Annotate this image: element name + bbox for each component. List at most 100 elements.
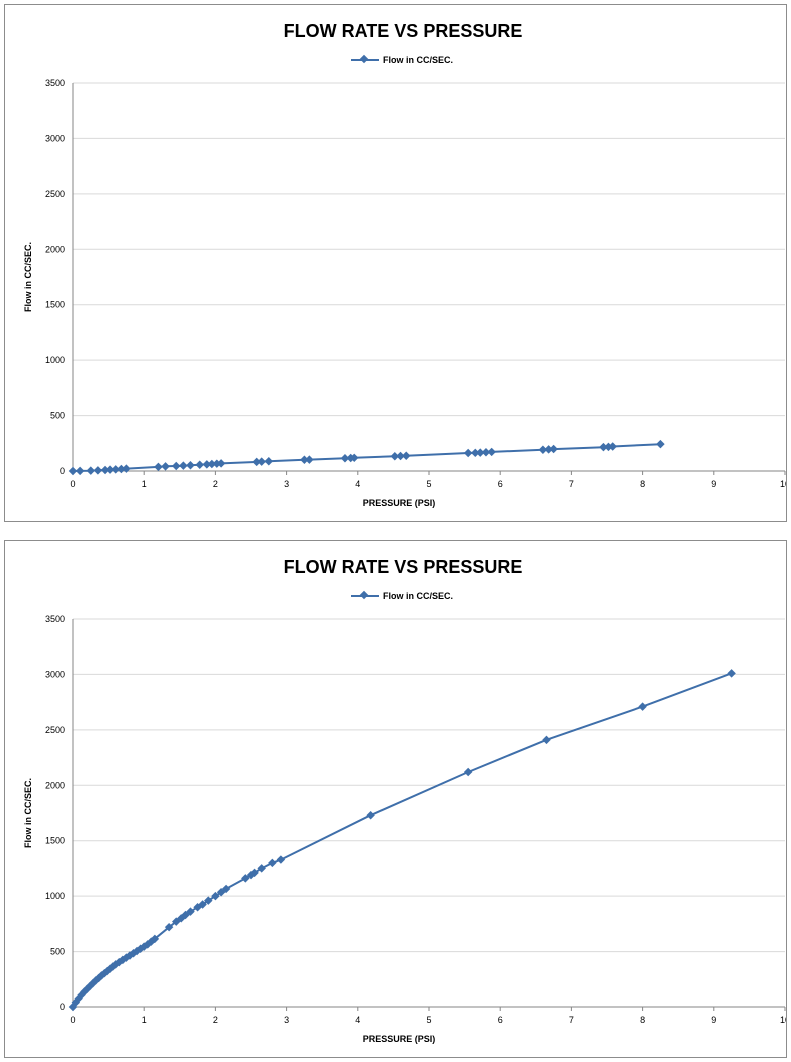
chart1-y-tick-label: 1500 [45, 300, 65, 310]
chart1-y-axis-label: Flow in CC/SEC. [23, 242, 33, 312]
chart1-data-point [487, 447, 496, 457]
chart1-data-point [264, 457, 274, 466]
chart1-y-tick-label: 3500 [45, 78, 65, 88]
chart1-data-point [340, 454, 350, 463]
chart2-x-tick-label: 2 [213, 1015, 218, 1025]
chart2-data-point [638, 702, 647, 711]
chart1-title: FLOW RATE VS PRESSURE [284, 21, 523, 41]
chart1-data-point [154, 462, 163, 472]
chart2-data-point [366, 810, 375, 820]
chart2-series-line [72, 672, 732, 1008]
chart1-data-point [171, 461, 181, 471]
chart1-data-point [599, 442, 608, 452]
chart2-y-tick-label: 2000 [45, 780, 65, 790]
chart2-x-tick-label: 0 [70, 1015, 75, 1025]
chart1-data-point [75, 466, 85, 476]
chart2-x-tick-label: 9 [711, 1015, 716, 1025]
chart2-x-tick-label: 6 [498, 1015, 503, 1025]
chart2-y-axis-label: Flow in CC/SEC. [23, 778, 33, 848]
chart1-data-point [476, 448, 485, 457]
chart1-x-tick-label: 7 [569, 479, 574, 489]
chart1-data-point [161, 462, 170, 471]
chart2-data-point [542, 735, 551, 745]
chart-panel-2: FLOW RATE VS PRESSURE Flow in CC/SEC. 0 500… [4, 540, 787, 1058]
chart2-legend-label: Flow in CC/SEC. [383, 591, 453, 601]
chart2-x-tick-label: 1 [142, 1015, 147, 1025]
chart2-y-tick-label: 0 [60, 1002, 65, 1012]
chart2-y-tick-label: 1000 [45, 891, 65, 901]
chart1-data-point [86, 466, 96, 475]
chart1-data-point [349, 453, 359, 463]
chart2-x-tick-label: 8 [640, 1015, 645, 1025]
chart1-x-tick-label: 8 [640, 479, 645, 489]
chart-svg-2: FLOW RATE VS PRESSURE Flow in CC/SEC. 0 500… [23, 557, 786, 1044]
chart1-legend-label: Flow in CC/SEC. [383, 55, 453, 65]
chart2-title: FLOW RATE VS PRESSURE [284, 557, 523, 577]
chart1-y-tick-label: 1000 [45, 355, 65, 365]
chart1-data-point [216, 459, 226, 468]
chart1-y-tick-label: 2000 [45, 244, 65, 254]
chart1-data-point [401, 451, 411, 460]
chart1-data-point [186, 460, 195, 470]
chart1-data-point [105, 465, 115, 474]
chart1-y-tick-label: 500 [50, 411, 65, 421]
chart2-data-point [463, 767, 473, 777]
chart2-x-tick-label: 4 [355, 1015, 360, 1025]
chart1-x-tick-label: 10 [780, 479, 786, 489]
chart1-y-tick-label: 3000 [45, 133, 65, 143]
chart2-y-tick-label: 3500 [45, 614, 65, 624]
chart1-data-point [207, 459, 217, 469]
chart1-data-point [68, 466, 78, 476]
chart2-y-tick-label: 500 [50, 947, 65, 957]
chart1-data-point [300, 455, 309, 465]
chart1-y-tick-label: 2500 [45, 189, 65, 199]
chart2-legend-marker [359, 590, 369, 600]
chart1-x-tick-label: 9 [711, 479, 716, 489]
chart1-data-point [257, 457, 266, 466]
chart1-data-point [117, 464, 126, 474]
chart1-data-point [179, 461, 188, 470]
chart1-data-point [544, 445, 553, 454]
chart1-data-point [608, 442, 617, 451]
chart1-data-point [100, 465, 110, 475]
chart1-x-tick-label: 1 [142, 479, 147, 489]
chart1-legend-marker [359, 54, 369, 64]
chart2-x-tick-label: 3 [284, 1015, 289, 1025]
chart2-data-point [186, 907, 195, 916]
chart1-data-point [396, 451, 405, 461]
chart1-x-axis-label: PRESSURE (PSI) [363, 498, 436, 508]
chart1-data-point [111, 465, 120, 474]
chart2-data-point [257, 864, 266, 873]
chart1-x-tick-label: 6 [498, 479, 503, 489]
chart1-data-point [305, 455, 314, 464]
chart1-data-point [481, 448, 491, 457]
chart1-data-point [252, 457, 261, 467]
chart1-data-point [93, 466, 103, 475]
chart2-x-tick-label: 10 [780, 1015, 786, 1025]
chart1-x-tick-label: 2 [213, 479, 218, 489]
chart2-x-axis-label: PRESSURE (PSI) [363, 1034, 436, 1044]
chart1-data-point [538, 445, 548, 454]
chart2-y-tick-label: 3000 [45, 669, 65, 679]
chart1-data-point [549, 444, 558, 454]
chart2-data-point [268, 858, 277, 868]
chart1-x-tick-label: 4 [355, 479, 360, 489]
chart2-y-tick-label: 2500 [45, 725, 65, 735]
chart1-x-tick-label: 3 [284, 479, 289, 489]
chart-svg-1: FLOW RATE VS PRESSURE Flow in CC/SEC. 0 500… [23, 21, 786, 508]
chart1-x-tick-label: 5 [426, 479, 431, 489]
chart1-data-point [471, 448, 480, 458]
chart1-data-point [390, 452, 400, 461]
chart2-data-point [727, 669, 736, 678]
chart2-data-point [150, 934, 160, 944]
chart2-y-tick-label: 1500 [45, 836, 65, 846]
chart1-x-tick-label: 0 [70, 479, 75, 489]
chart1-y-tick-label: 0 [60, 466, 65, 476]
chart2-data-point [276, 855, 286, 864]
chart1-data-point [463, 448, 473, 458]
chart-panel-1: FLOW RATE VS PRESSURE Flow in CC/SEC. 0 500… [4, 4, 787, 522]
chart2-data-point [211, 891, 220, 901]
chart1-data-point [656, 439, 665, 449]
chart1-data-point [195, 460, 204, 470]
chart2-x-tick-label: 7 [569, 1015, 574, 1025]
